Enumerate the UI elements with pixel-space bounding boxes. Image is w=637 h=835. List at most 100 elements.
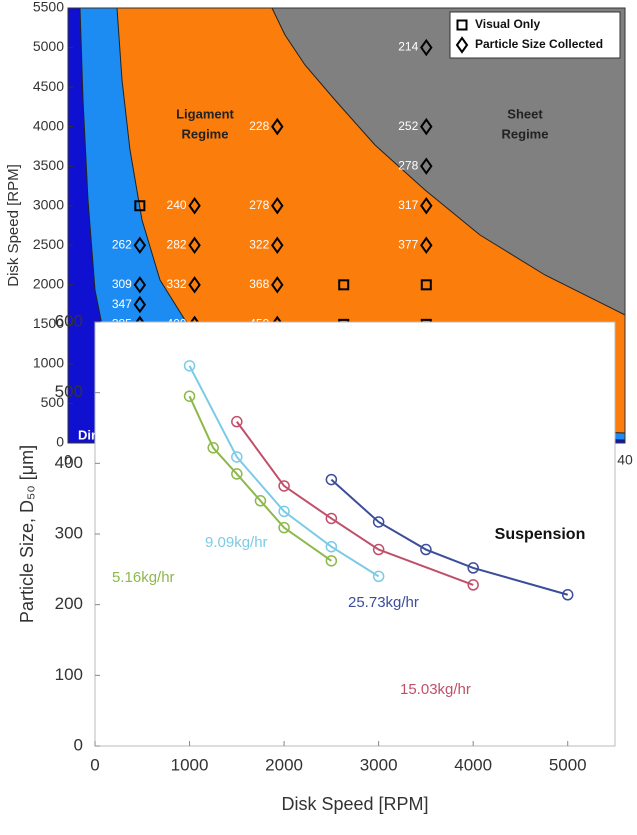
y-tick-label: 3500 [33, 157, 64, 173]
marker-diamond [271, 117, 284, 136]
marker-diamond [188, 197, 201, 215]
data-label: 322 [249, 237, 269, 251]
marker-diamond [271, 276, 284, 294]
data-label: 262 [112, 237, 132, 251]
x-tick-label: 4000 [454, 755, 492, 774]
y-tick-label: 100 [55, 665, 83, 684]
region-label: Regime [502, 126, 549, 141]
point [278, 480, 290, 492]
marker-square [338, 279, 350, 291]
series-label: 5.16kg/hr [112, 569, 175, 586]
region-label: Ligament [176, 106, 234, 121]
marker-diamond [420, 117, 433, 136]
y-tick-label: 300 [55, 523, 83, 542]
point [325, 555, 338, 567]
point [325, 540, 338, 553]
point [420, 543, 432, 556]
data-label: 317 [398, 198, 418, 212]
point [467, 579, 479, 591]
marker-diamond [133, 236, 147, 254]
point [561, 589, 574, 601]
marker-square [420, 279, 432, 291]
series-line [188, 365, 380, 578]
y-tick-label: 4000 [33, 117, 64, 133]
point [183, 390, 196, 402]
data-label: 282 [167, 237, 187, 251]
y-tick-label: 1500 [33, 315, 64, 331]
marker-diamond [271, 197, 284, 215]
point [278, 521, 290, 534]
point [372, 570, 385, 583]
x-tick-label: 3000 [360, 755, 398, 774]
point [467, 562, 479, 574]
y-tick-label: 500 [41, 394, 65, 410]
data-label: 347 [112, 297, 132, 311]
marker-square [134, 200, 146, 212]
y-tick-label: 2500 [33, 236, 64, 252]
marker-diamond [133, 295, 147, 314]
x-tick-label: 40 [617, 452, 633, 468]
series-line [330, 478, 569, 596]
point [231, 451, 243, 463]
x-axis-label: Disk Speed [RPM] [281, 794, 428, 814]
series-line [236, 421, 474, 586]
marker-diamond [420, 197, 433, 215]
marker-diamond [133, 276, 147, 294]
x-tick-label: 0 [64, 452, 72, 468]
y-tick-label: 5000 [33, 38, 64, 54]
series-label: 25.73kg/hr [348, 594, 419, 611]
point [231, 468, 243, 480]
point [183, 360, 196, 372]
data-label: 377 [398, 237, 418, 251]
marker-diamond [420, 38, 433, 57]
point [325, 512, 338, 525]
series-line [188, 395, 332, 562]
point [254, 495, 267, 507]
legend-marker [456, 19, 468, 31]
y-tick-label: 0 [56, 434, 64, 450]
marker-diamond [420, 236, 433, 254]
y-tick-label: 4500 [33, 78, 64, 94]
legend-label: Particle Size Collected [475, 37, 603, 51]
y-axis-label: Disk Speed [RPM] [5, 164, 22, 287]
data-label: 252 [398, 119, 418, 133]
data-label: 332 [167, 277, 187, 291]
annotation: Suspension [495, 526, 586, 543]
data-label: 278 [398, 158, 418, 172]
data-label: 368 [249, 277, 269, 291]
legend-box [449, 11, 621, 59]
point [231, 415, 243, 428]
series-label: 15.03kg/hr [400, 681, 471, 698]
data-label: 278 [249, 198, 269, 212]
data-label: 240 [167, 198, 187, 212]
x-tick-label: 5000 [549, 755, 587, 774]
data-label: 228 [249, 119, 269, 133]
marker-diamond [420, 157, 433, 175]
marker-diamond [188, 236, 201, 254]
y-tick-label: 2000 [33, 276, 64, 292]
point [372, 516, 385, 528]
y-tick-label: 5500 [33, 0, 64, 15]
x-tick-label: 0 [90, 755, 99, 774]
particle-size-chart: 0 1000 2000 3000 4000 50000100200300400500600… [17, 311, 616, 814]
data-label: 214 [398, 40, 418, 54]
y-tick-label: 3000 [33, 196, 64, 212]
y-tick-label: 500 [55, 382, 83, 401]
point [278, 505, 290, 518]
y-tick-label: 0 [74, 735, 83, 754]
x-tick-label: 2000 [265, 755, 303, 774]
y-tick-label: 1000 [33, 355, 64, 371]
region-label: Sheet [507, 106, 543, 121]
legend-label: Visual Only [475, 17, 540, 31]
y-axis-label: Particle Size, D₅₀ [μm] [17, 445, 37, 623]
point [325, 473, 338, 486]
marker-diamond [271, 236, 284, 254]
x-tick-label: 1000 [171, 755, 209, 774]
series-label: 9.09kg/hr [205, 534, 268, 551]
marker-diamond [188, 276, 201, 294]
point [372, 543, 385, 556]
legend-marker [455, 36, 469, 54]
y-tick-label: 200 [55, 594, 83, 613]
y-tick-label: 400 [55, 453, 83, 472]
